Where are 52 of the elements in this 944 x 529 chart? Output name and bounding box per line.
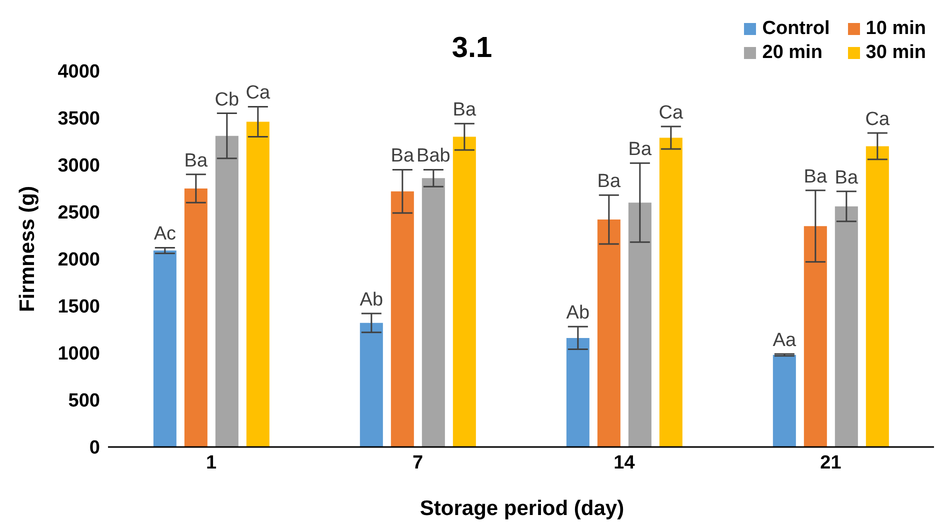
data-label: Ac: [154, 224, 176, 245]
bar: [215, 136, 238, 447]
legend-label: 20 min: [762, 42, 822, 64]
y-tick-label: 4000: [58, 62, 100, 83]
data-label: Cb: [214, 89, 240, 110]
bar: [422, 178, 445, 447]
legend-label: 30 min: [866, 42, 926, 64]
x-tick-label: 7: [412, 452, 424, 474]
y-tick-label: 3000: [58, 156, 100, 177]
legend-label: Control: [762, 18, 830, 40]
data-label: Ab: [566, 302, 590, 324]
y-tick-label: 3500: [58, 108, 100, 130]
y-axis-title: Firmness (g): [16, 185, 40, 312]
y-tick-label: 1500: [58, 296, 100, 318]
bar: [246, 122, 270, 447]
data-label: Ba: [804, 166, 828, 188]
bar: [628, 202, 652, 447]
data-label: Ca: [246, 82, 271, 104]
legend-label: 10 min: [866, 18, 926, 40]
bar: [153, 250, 176, 447]
bar: [597, 220, 620, 447]
data-label: Ba: [390, 146, 414, 167]
data-label: Bab: [416, 146, 450, 167]
y-tick-label: 0: [89, 438, 100, 459]
bar: [452, 136, 476, 447]
x-tick-label: 1: [206, 452, 217, 474]
x-tick-label: 21: [820, 452, 842, 474]
bar: [390, 191, 414, 447]
x-axis-title: Storage period (day): [418, 497, 626, 521]
bar: [360, 322, 383, 447]
bar: [772, 354, 796, 447]
bar: [834, 206, 858, 447]
y-tick-label: 1000: [58, 344, 100, 365]
data-label: Ab: [360, 290, 384, 311]
bar: [184, 188, 208, 447]
bar: [804, 226, 827, 447]
y-tick-label: 2000: [58, 250, 100, 271]
data-label: Ca: [865, 109, 890, 130]
data-label: Ba: [452, 100, 476, 121]
data-label: Aa: [772, 330, 796, 351]
data-label: Ba: [628, 139, 652, 160]
data-label: Ca: [658, 102, 684, 124]
x-tick-label: 14: [614, 452, 636, 474]
y-tick-label: 2500: [58, 202, 100, 224]
data-label: Ba: [597, 171, 621, 192]
data-label: Ba: [834, 167, 858, 188]
bar: [659, 138, 682, 447]
y-tick-label: 500: [68, 390, 100, 412]
bar: [866, 146, 889, 447]
bar: [566, 338, 590, 447]
chart-title: 3.1: [452, 32, 492, 64]
data-label: Ba: [184, 150, 208, 172]
